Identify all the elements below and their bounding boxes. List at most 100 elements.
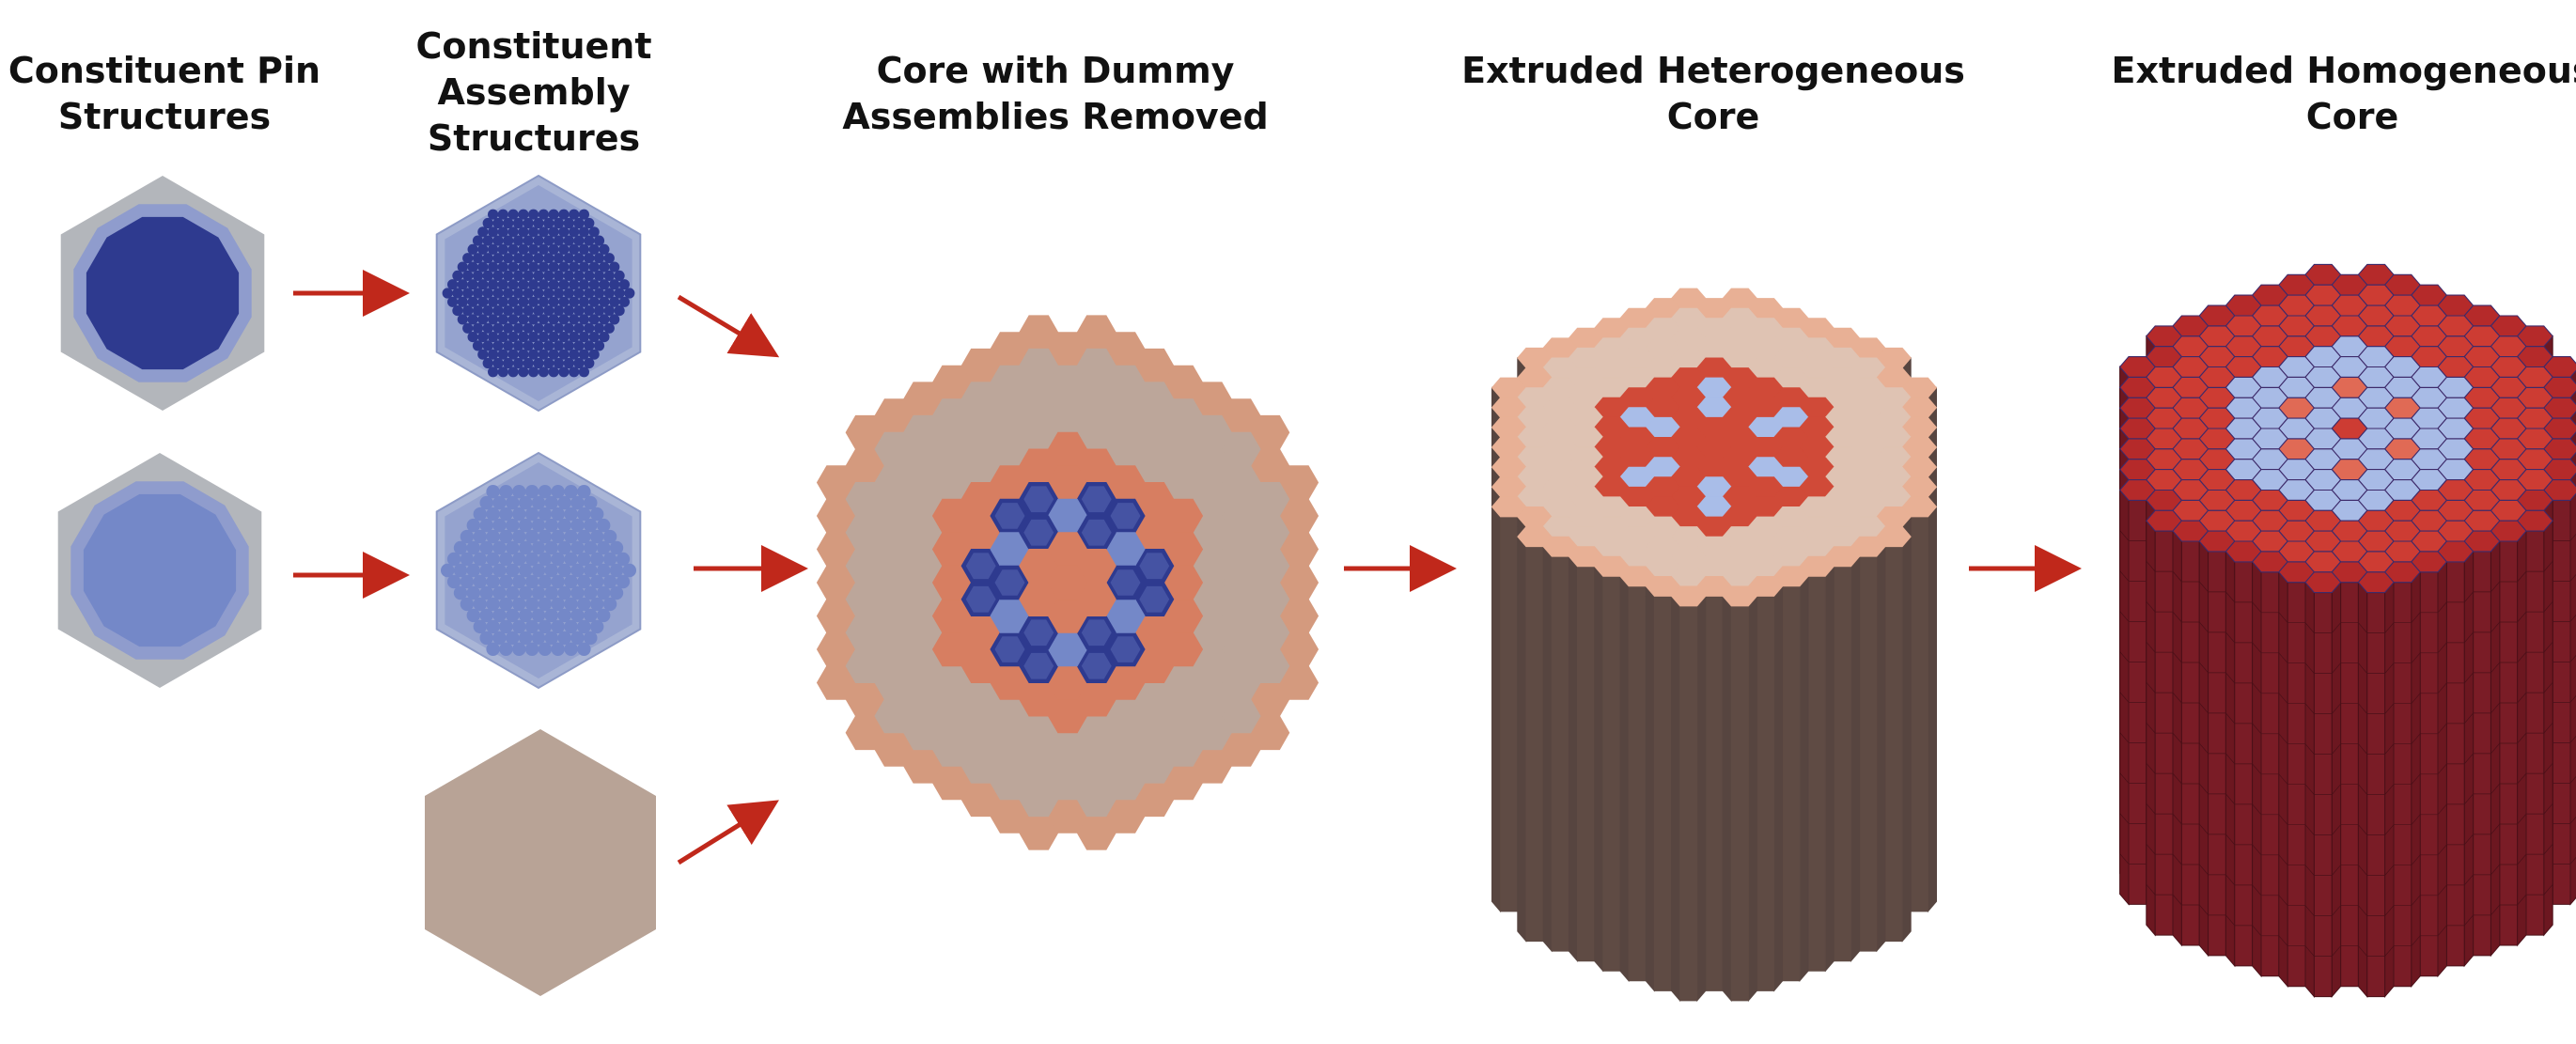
fuel-pin: [523, 322, 534, 334]
core-assembly-hex: [1192, 549, 1232, 584]
fuel-pin: [507, 209, 519, 220]
fuel-pin: [584, 270, 595, 281]
fuel-pin: [538, 574, 553, 589]
core-assembly-hex: [990, 799, 1030, 834]
fuel-pin: [588, 332, 600, 343]
core-assembly-hex: [1221, 431, 1261, 467]
core-assembly-hex: [1047, 565, 1088, 600]
pin-texture: [994, 636, 1025, 662]
fuel-pin: [512, 574, 526, 589]
side-grid-line: [2119, 611, 2130, 622]
fuel-pin: [512, 597, 526, 612]
fuel-pin: [569, 243, 580, 255]
core-assembly-hex: [903, 715, 944, 751]
core-assembly-hex: [1019, 315, 1059, 350]
core-assembly-hex: [1163, 465, 1204, 500]
fuel-pin: [482, 235, 493, 246]
fuel-pin: [528, 332, 539, 343]
fuel-pin: [488, 243, 499, 255]
fuel-pin: [488, 209, 499, 220]
core-assembly-hex: [1221, 631, 1261, 667]
fuel-pin: [499, 642, 513, 656]
core-side-face: [1748, 595, 1757, 1003]
fuel-pin: [578, 366, 590, 378]
fuel-pin: [616, 552, 631, 567]
fuel-pin: [479, 585, 493, 600]
core-assembly-hex: [816, 631, 857, 667]
core-assembly-hex: [1163, 631, 1204, 667]
fuel-pin: [584, 518, 598, 533]
side-grid-line: [2517, 853, 2527, 865]
fuel-pin: [523, 235, 534, 246]
core-assembly-hex: [903, 549, 944, 584]
core-assembly-hex: [1134, 715, 1175, 751]
core-assembly-hex: [1163, 431, 1204, 467]
core-assembly-hex: [845, 615, 885, 650]
side-grid-line: [2198, 904, 2209, 916]
core-assembly-hex: [845, 648, 885, 683]
side-grid-line: [2331, 905, 2341, 916]
assembly-dark-pins: [435, 174, 642, 413]
side-grid-line: [2146, 641, 2156, 653]
core-assembly-hex: [990, 398, 1030, 433]
fuel-pin: [593, 322, 605, 334]
fuel-pin: [577, 506, 591, 522]
fuel-pin: [564, 485, 578, 499]
core-assembly-hex: [1250, 682, 1290, 717]
side-grid-line: [2278, 895, 2288, 906]
core-assembly-hex: [1163, 398, 1204, 433]
core-assembly-hex: [874, 465, 914, 500]
side-grid-line: [2490, 823, 2501, 835]
core-assembly-hex: [1047, 465, 1088, 500]
core-dummy-removed: [816, 315, 1319, 850]
fuel-pin: [477, 261, 489, 273]
fuel-pin: [599, 261, 610, 273]
core-assembly-hex: [960, 414, 1001, 450]
fuel-pin: [543, 288, 554, 299]
side-grid-line: [2411, 733, 2421, 744]
fuel-pin: [499, 529, 513, 544]
fuel-pin: [503, 305, 514, 317]
core-assembly-hex: [903, 582, 944, 616]
fuel-pin: [497, 261, 508, 273]
fuel-pin: [543, 217, 554, 229]
fuel-pin: [503, 288, 514, 299]
arrow-up-right-icon: [677, 800, 779, 865]
pin-texture: [1110, 503, 1141, 529]
fuel-pin: [528, 279, 539, 290]
fuel-pin: [524, 529, 539, 544]
side-grid-line: [2225, 591, 2236, 603]
fuel-pin: [523, 253, 534, 264]
core-side-face: [1551, 555, 1569, 952]
fuel-pin: [482, 305, 493, 317]
fuel-pin: [573, 217, 585, 229]
fuel-pin: [538, 619, 553, 634]
fuel-pin: [557, 631, 571, 646]
fuel-pin: [602, 574, 617, 589]
core-assembly-hex: [1250, 515, 1290, 550]
side-grid-line: [2252, 601, 2262, 614]
side-grid-line: [2278, 773, 2288, 785]
core-assembly-hex: [931, 765, 973, 801]
fuel-pin: [531, 518, 546, 533]
side-grid-line: [2490, 662, 2501, 674]
core-assembly-hex: [874, 431, 914, 467]
core-assembly-hex: [1250, 582, 1290, 616]
fuel-pin: [460, 552, 475, 567]
fuel-pin: [577, 642, 591, 656]
fuel-pin: [466, 563, 480, 578]
fuel-pin: [460, 529, 475, 544]
fuel-pin: [548, 209, 559, 220]
side-grid-line: [2225, 793, 2236, 805]
fuel-pin: [467, 243, 478, 255]
side-grid-line: [2119, 530, 2130, 541]
core-assembly-hex: [874, 498, 914, 534]
fuel-pin: [482, 357, 493, 369]
core-assembly-hex: [1019, 682, 1059, 717]
fuel-pin: [577, 485, 591, 499]
extruded-homogeneous-core: [2118, 263, 2576, 998]
fuel-pin: [558, 332, 570, 343]
side-grid-line: [2358, 622, 2368, 633]
fuel-pin: [503, 357, 514, 369]
side-grid-line: [2304, 662, 2315, 674]
